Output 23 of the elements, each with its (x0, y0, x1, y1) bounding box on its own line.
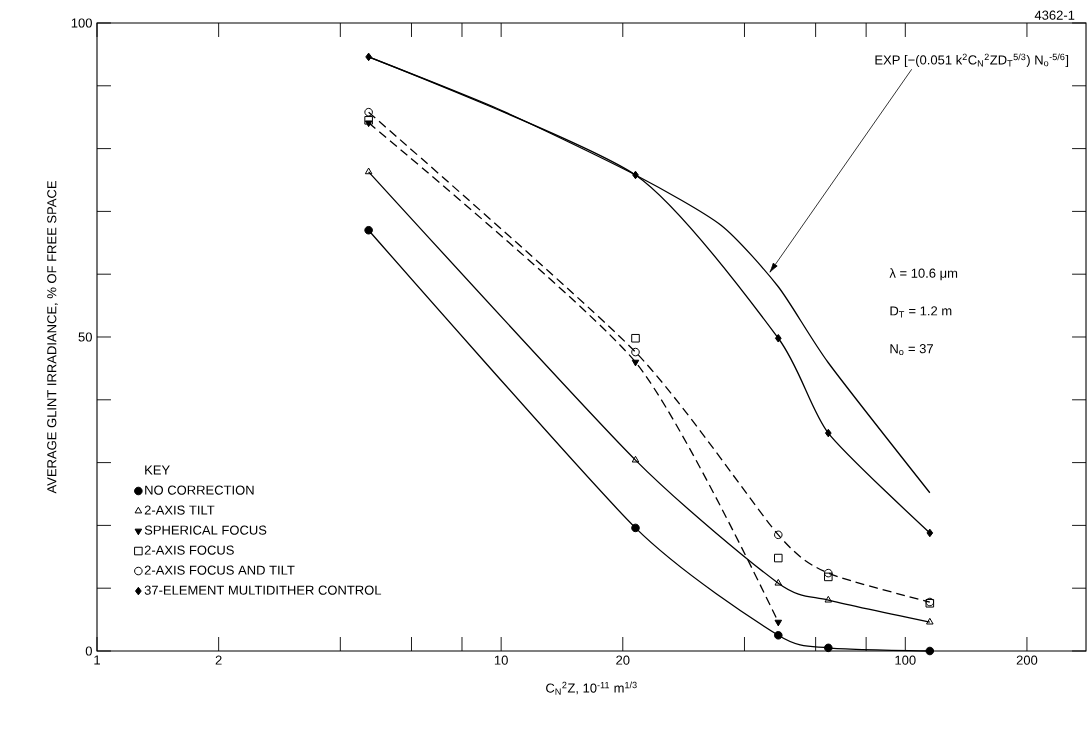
x-tick-label: 100 (895, 655, 916, 665)
legend-label: 2-AXIS FOCUS AND TILT (144, 565, 295, 575)
annotation: N$_{o}$ = 37 (890, 344, 933, 356)
x-axis-title: C$_{N}$$^{2}$Z, 10$^{-11}$ m$^{1/3}$ (546, 681, 637, 695)
legend-label: 2-AXIS TILT (144, 505, 215, 515)
legend-title: KEY (145, 465, 170, 475)
x-tick-label: 1 (94, 655, 100, 665)
y-tick-label: 0 (85, 646, 92, 656)
annotation: λ = 10.6 μm (889, 268, 958, 281)
legend-label: 37-ELEMENT MULTIDITHER CONTROL (144, 585, 382, 595)
x-tick-label: 10 (494, 655, 508, 665)
x-tick-label: 200 (1016, 655, 1038, 665)
x-tick-label: 20 (616, 655, 630, 665)
text: 4362-1 (1034, 10, 1075, 20)
y-axis-title: AVERAGE GLINT IRRADIANCE, % OF FREE SPACE (47, 181, 58, 494)
legend-label: SPHERICAL FOCUS (144, 525, 267, 535)
annotation: D$_{T}$ = 1.2 m (890, 306, 952, 318)
text: EXP [−(0.051 k$^{2}$C$_{N}$$^{2}$ZD$_{T}$$^{5/3}$) N$_{o}$$^{-5/6}$] (875, 53, 1069, 68)
y-tick-label: 100 (71, 18, 92, 28)
legend-label: 2-AXIS FOCUS (144, 545, 234, 555)
y-tick-label: 50 (78, 332, 92, 342)
legend-label: NO CORRECTION (145, 485, 254, 495)
x-tick-label: 2 (215, 655, 222, 665)
